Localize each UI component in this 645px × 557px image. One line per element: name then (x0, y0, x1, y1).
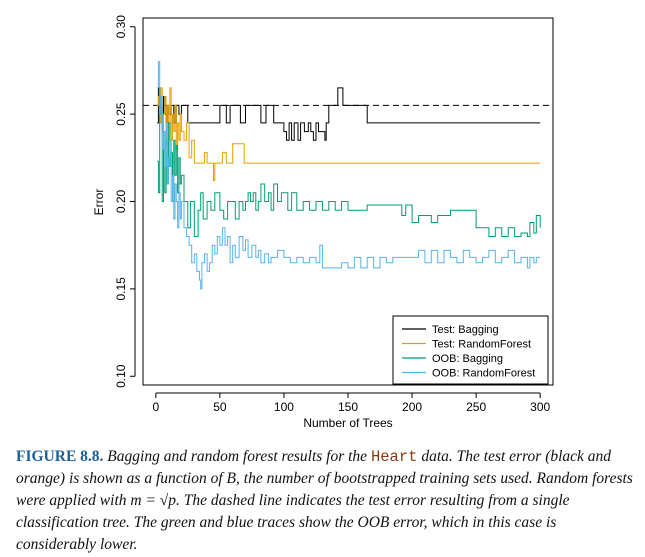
x-tick-label-200: 200 (402, 400, 422, 414)
x-tick-label-300: 300 (530, 400, 550, 414)
y-tick-label-0.30: 0.30 (114, 15, 128, 39)
y-tick-label-0.25: 0.25 (114, 102, 128, 126)
series-line-oob-randomforest (157, 61, 541, 290)
x-axis-label: Number of Trees (303, 416, 392, 430)
x-tick-label-150: 150 (338, 400, 358, 414)
chart: 0 50 100 150 200 250 300 0.100.150.200.250.30 … (92, 15, 554, 430)
x-tick-label-50: 50 (213, 400, 227, 414)
series-line-oob-bagging (157, 96, 541, 237)
legend-label-test-randomforest: Test: RandomForest (432, 339, 531, 351)
y-tick-label-0.10: 0.10 (114, 364, 128, 388)
caption-text-part1: Bagging and random forest results for th… (103, 448, 371, 465)
caption-figure-label: FIGURE 8.8. (16, 448, 104, 465)
caption-text-part2: data. The test error (black and orange) … (16, 448, 633, 553)
x-tick-label-250: 250 (466, 400, 486, 414)
plot-frame (142, 17, 554, 386)
y-axis: 0.10 0.15 0.20 0.25 0.30 (114, 15, 136, 388)
series-group (157, 61, 541, 290)
legend-label-test-bagging: Test: Bagging (432, 324, 499, 336)
caption-dataset-name: Heart (370, 448, 418, 466)
y-axis-label: Error (92, 189, 106, 216)
legend-label-oob-bagging: OOB: Bagging (432, 353, 503, 365)
figure-caption: FIGURE 8.8. Bagging and random forest re… (16, 446, 636, 556)
y-tick-label-0.20: 0.20 (114, 189, 128, 213)
x-tick-label-0: 0 (152, 400, 159, 414)
series-line-test-bagging (157, 87, 541, 141)
x-tick-label-100: 100 (274, 400, 294, 414)
y-tick-label-0.15: 0.15 (114, 277, 128, 301)
series-line-test-randomforest (157, 87, 541, 181)
x-axis: 0 50 100 150 200 250 300 (152, 392, 551, 414)
legend: Test: Bagging Test: RandomForest OOB: Bagg… (392, 315, 549, 385)
legend-label-oob-randomforest: OOB: RandomForest (432, 368, 535, 380)
